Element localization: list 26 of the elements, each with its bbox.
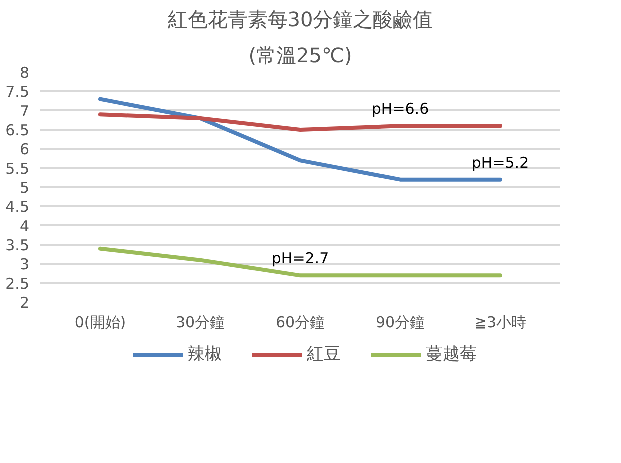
annotation: pH=6.6 [372,100,430,118]
x-tick-label: 60分鐘 [276,314,326,332]
y-tick-label: 6.5 [6,122,30,140]
x-tick-label: 90分鐘 [376,314,426,332]
legend-label: 紅豆 [307,344,341,366]
annotation: pH=2.7 [272,250,330,268]
y-tick-label: 2.5 [6,274,30,293]
chart-subtitle: (常溫25℃) [248,44,352,68]
chart-title: 紅色花青素每30分鐘之酸鹼值 [168,8,434,32]
legend-label: 蔓越莓 [426,344,477,366]
y-tick-label: 8 [20,64,30,82]
y-tick-label: 2 [20,294,30,312]
y-tick-label: 3 [20,256,30,274]
y-tick-label: 6 [20,140,30,159]
x-tick-label: ≧3小時 [474,314,527,332]
annotation: pH=5.2 [472,154,530,172]
legend-label: 辣椒 [188,344,222,366]
y-tick-label: 3.5 [6,236,30,254]
y-tick-label: 5 [20,179,30,197]
y-tick-label: 7.5 [6,83,30,102]
y-tick-label: 4 [20,217,30,236]
y-tick-label: 7 [20,102,30,120]
x-tick-label: 0(開始) [74,314,126,332]
y-tick-label: 5.5 [6,160,30,178]
x-tick-label: 30分鐘 [176,314,226,332]
y-tick-label: 4.5 [6,198,30,216]
